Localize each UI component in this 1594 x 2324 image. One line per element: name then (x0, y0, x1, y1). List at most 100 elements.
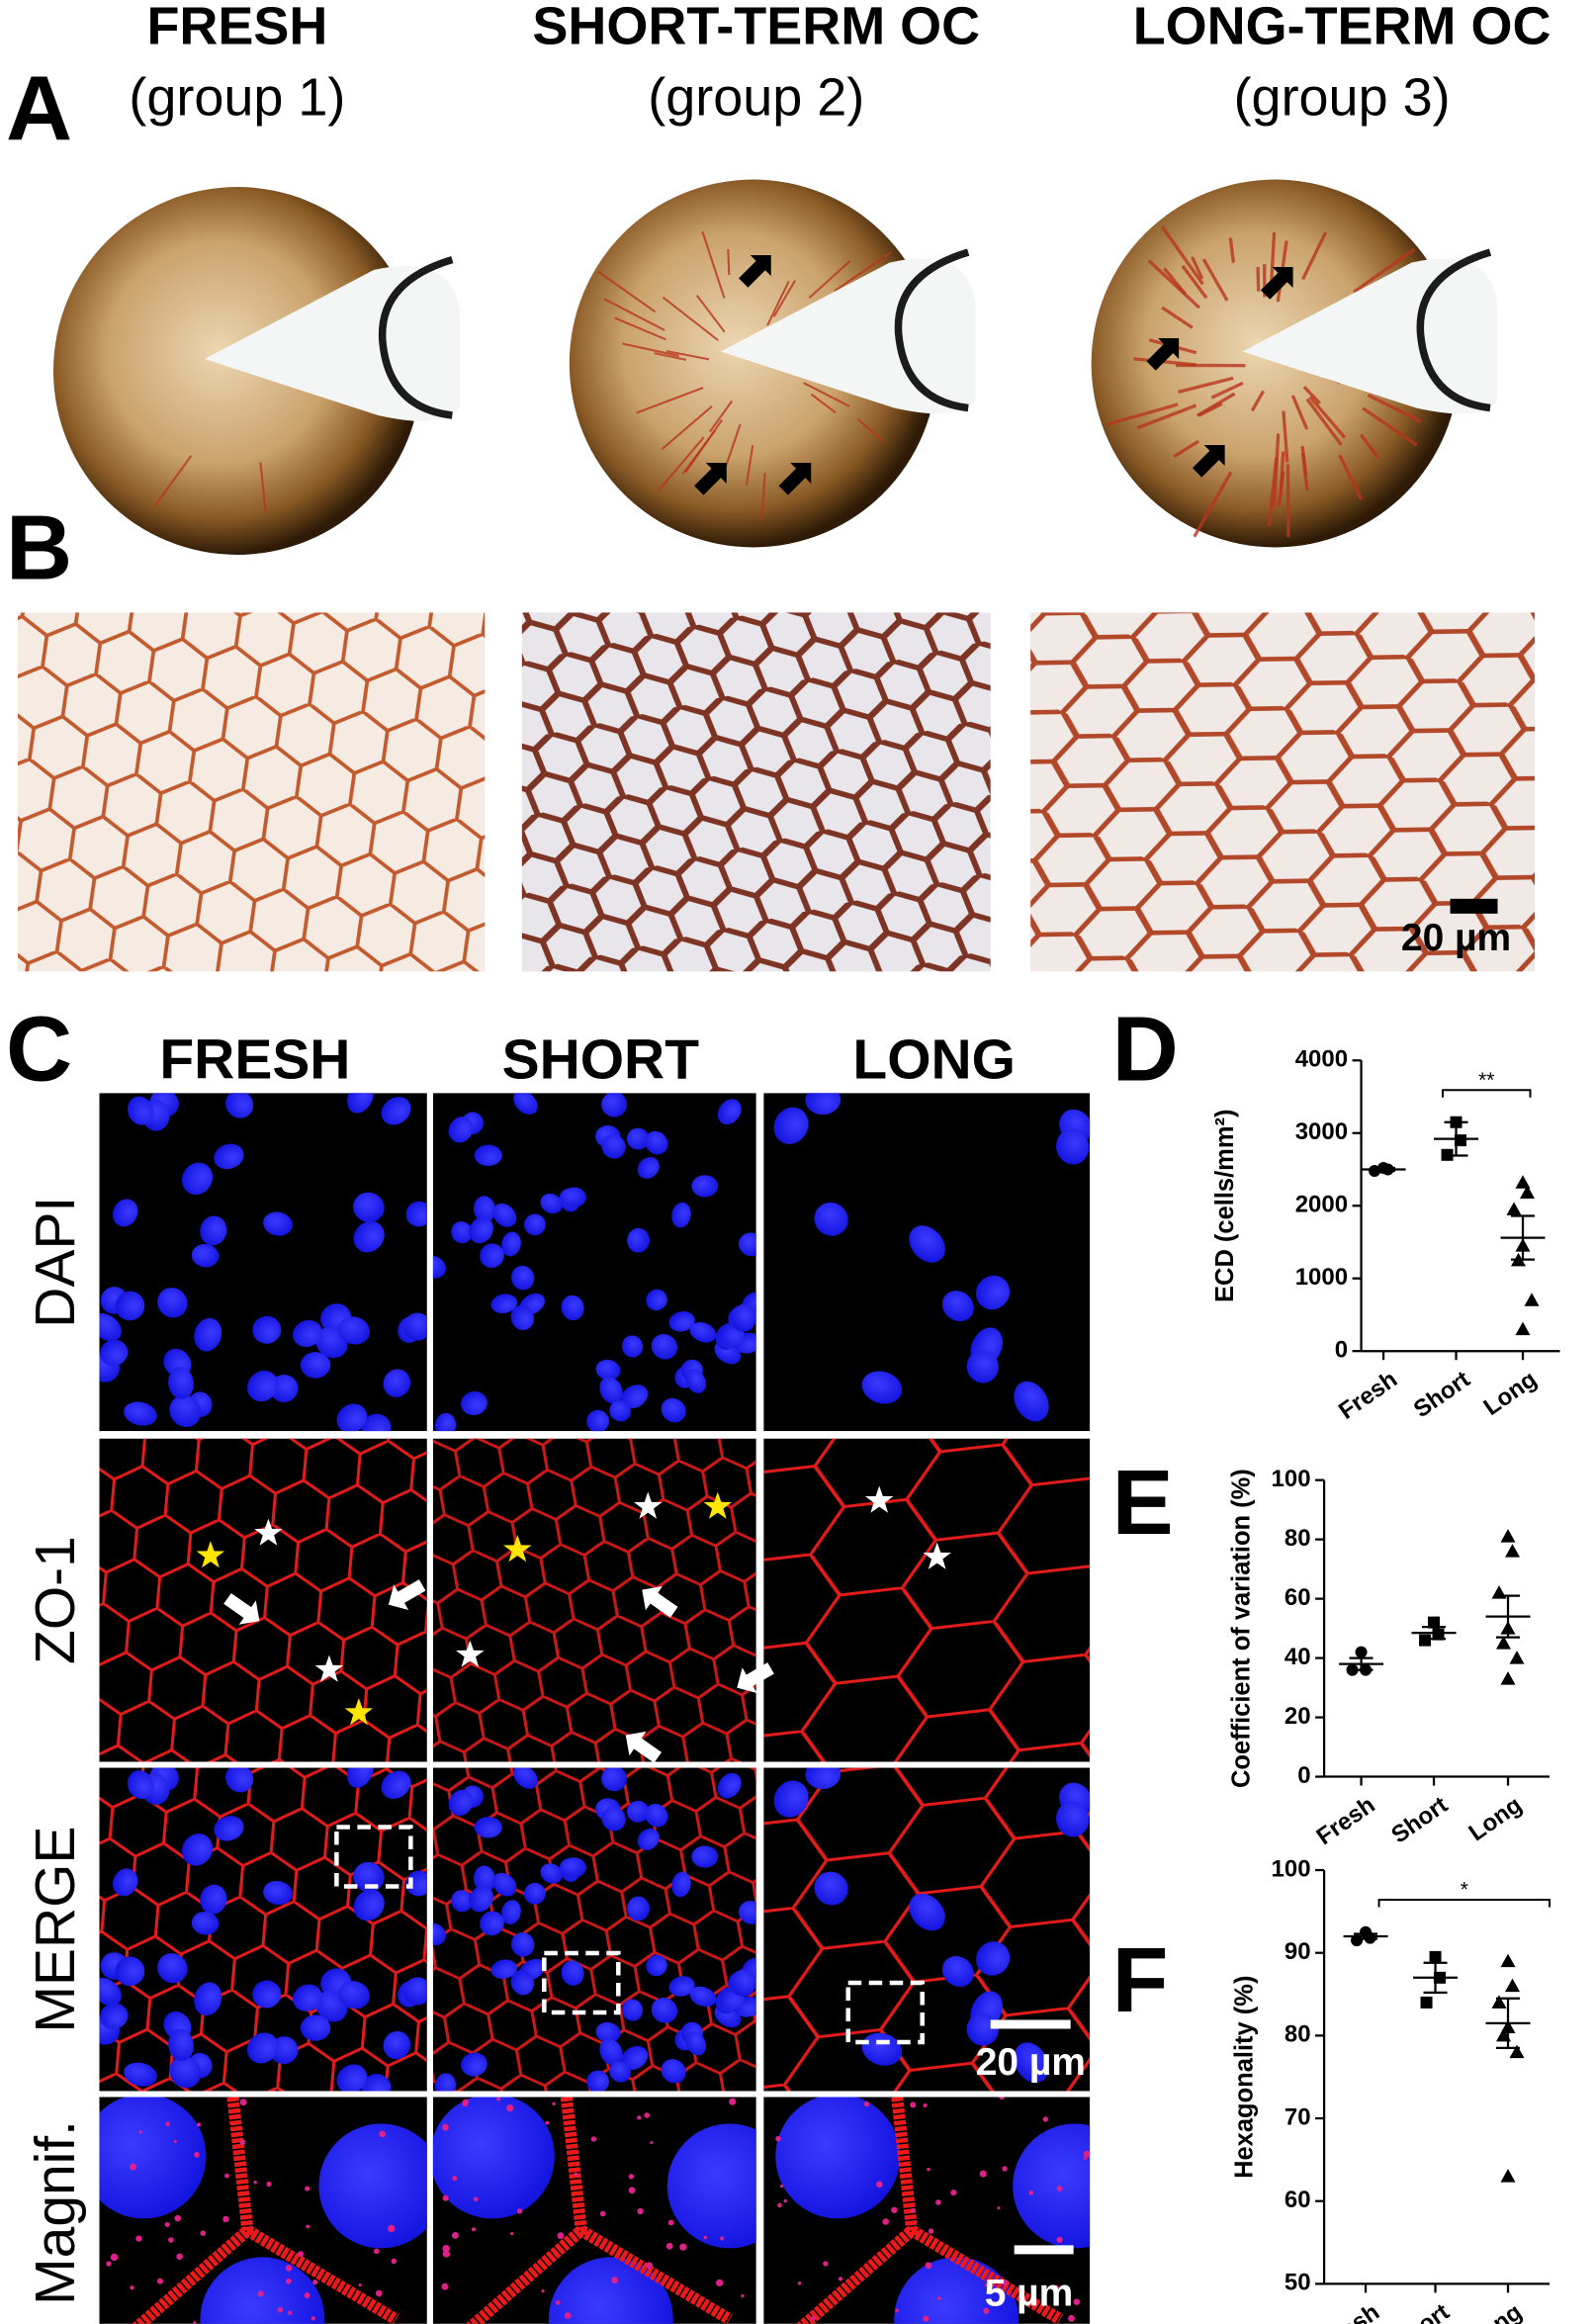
speckle (1083, 2150, 1091, 2158)
star (196, 1541, 225, 1568)
nucleus (474, 1865, 496, 1893)
nucleus (586, 1409, 609, 1432)
vessel-streak (661, 405, 713, 450)
x-tick-label: Fresh (1334, 1366, 1402, 1425)
speckle (165, 2121, 170, 2126)
vessel-streak (1290, 395, 1309, 430)
speckle (239, 2099, 247, 2106)
vessel-streak (1147, 259, 1201, 310)
speckle (358, 2283, 362, 2287)
nucleus (347, 1767, 374, 1788)
speckle (156, 2278, 163, 2284)
nucleus (689, 1322, 717, 1343)
speckle (564, 2312, 572, 2319)
speckle (222, 2215, 229, 2223)
vessel-streak (1302, 386, 1321, 405)
nucleus (252, 1980, 282, 2009)
nucleus (645, 1130, 668, 1155)
confocal-tile (99, 1767, 427, 2092)
nucleus (474, 1196, 496, 1223)
nucleus (451, 1890, 473, 1913)
vessel-streak (1305, 398, 1343, 446)
error-bar (1496, 1997, 1521, 2050)
nucleus (861, 1371, 903, 1404)
y-tick-label: 90 (1284, 1938, 1311, 1965)
vessel-streak (701, 230, 726, 299)
nucleus (814, 1871, 848, 1906)
speckle (716, 2279, 724, 2287)
speckle (224, 2173, 229, 2179)
nucleus (469, 1216, 493, 1244)
speckle (876, 2181, 883, 2189)
nucleus (501, 1900, 521, 1924)
y-tick-label: 70 (1284, 2103, 1311, 2130)
nucleus (353, 1192, 385, 1222)
speckle (168, 2237, 174, 2243)
x-tick-label: Short (1409, 1366, 1475, 1423)
nucleus (315, 1327, 348, 1359)
speckle (510, 2232, 514, 2236)
speckle (1042, 2116, 1049, 2122)
data-point (1505, 1544, 1521, 1558)
speckle (312, 2279, 318, 2285)
speckle (197, 2122, 201, 2127)
nucleus (480, 1911, 504, 1936)
speckle (775, 2135, 781, 2142)
speckle (637, 2115, 642, 2120)
nucleus (124, 1401, 157, 1426)
data-point (1500, 1671, 1516, 1685)
arrow (223, 1592, 260, 1625)
nucleus (739, 1232, 756, 1257)
nucleus (182, 1162, 214, 1196)
speckle (253, 2180, 257, 2185)
nucleus (383, 2030, 411, 2060)
speckle (891, 2206, 898, 2213)
speckle (650, 2141, 654, 2145)
x-tick-label: Short (1388, 2298, 1455, 2324)
nucleus (263, 1880, 293, 1906)
y-tick-label: 100 (1272, 1855, 1311, 1882)
nucleus (300, 2014, 331, 2041)
speckle (164, 2221, 170, 2228)
data-point (1500, 1529, 1516, 1543)
nucleus (691, 1845, 719, 1868)
nucleus (645, 1803, 668, 1828)
nucleus (627, 1227, 650, 1253)
speckle (442, 2123, 449, 2131)
vessel-streak (665, 349, 710, 361)
speckle (646, 2262, 653, 2270)
nucleus (562, 1857, 586, 1878)
speckle (611, 2277, 619, 2284)
nucleus (338, 1981, 370, 2010)
zo1-network (432, 1438, 756, 1762)
star (503, 1535, 532, 1563)
nucleus (540, 1193, 563, 1214)
confocal-tile (432, 1438, 756, 1762)
nucleus (246, 1371, 279, 1402)
speckle (923, 2103, 928, 2108)
speckle (679, 2243, 687, 2251)
nucleus (405, 1870, 427, 1897)
nucleus (182, 1833, 214, 1866)
vessel-streak (1133, 357, 1196, 367)
speckle (373, 2248, 380, 2255)
scale-bar (1014, 2245, 1074, 2255)
nucleus (773, 1780, 809, 1818)
star (254, 1518, 283, 1546)
speckle (471, 2227, 477, 2232)
vessel-streak (657, 436, 705, 492)
speckle (1056, 2236, 1063, 2244)
row-label: Magnif. (24, 2120, 87, 2305)
vessel-streak (709, 400, 734, 433)
data-point (1351, 1934, 1364, 1947)
nucleus (338, 1316, 370, 1345)
speckle (442, 2250, 451, 2258)
confocal-tile (763, 2097, 1091, 2324)
speckle (777, 2202, 782, 2208)
nucleus (157, 1288, 188, 1318)
nucleus (666, 2123, 756, 2249)
data-point (1505, 1978, 1521, 1993)
group-title: LONG-TERM OC (1133, 0, 1551, 55)
